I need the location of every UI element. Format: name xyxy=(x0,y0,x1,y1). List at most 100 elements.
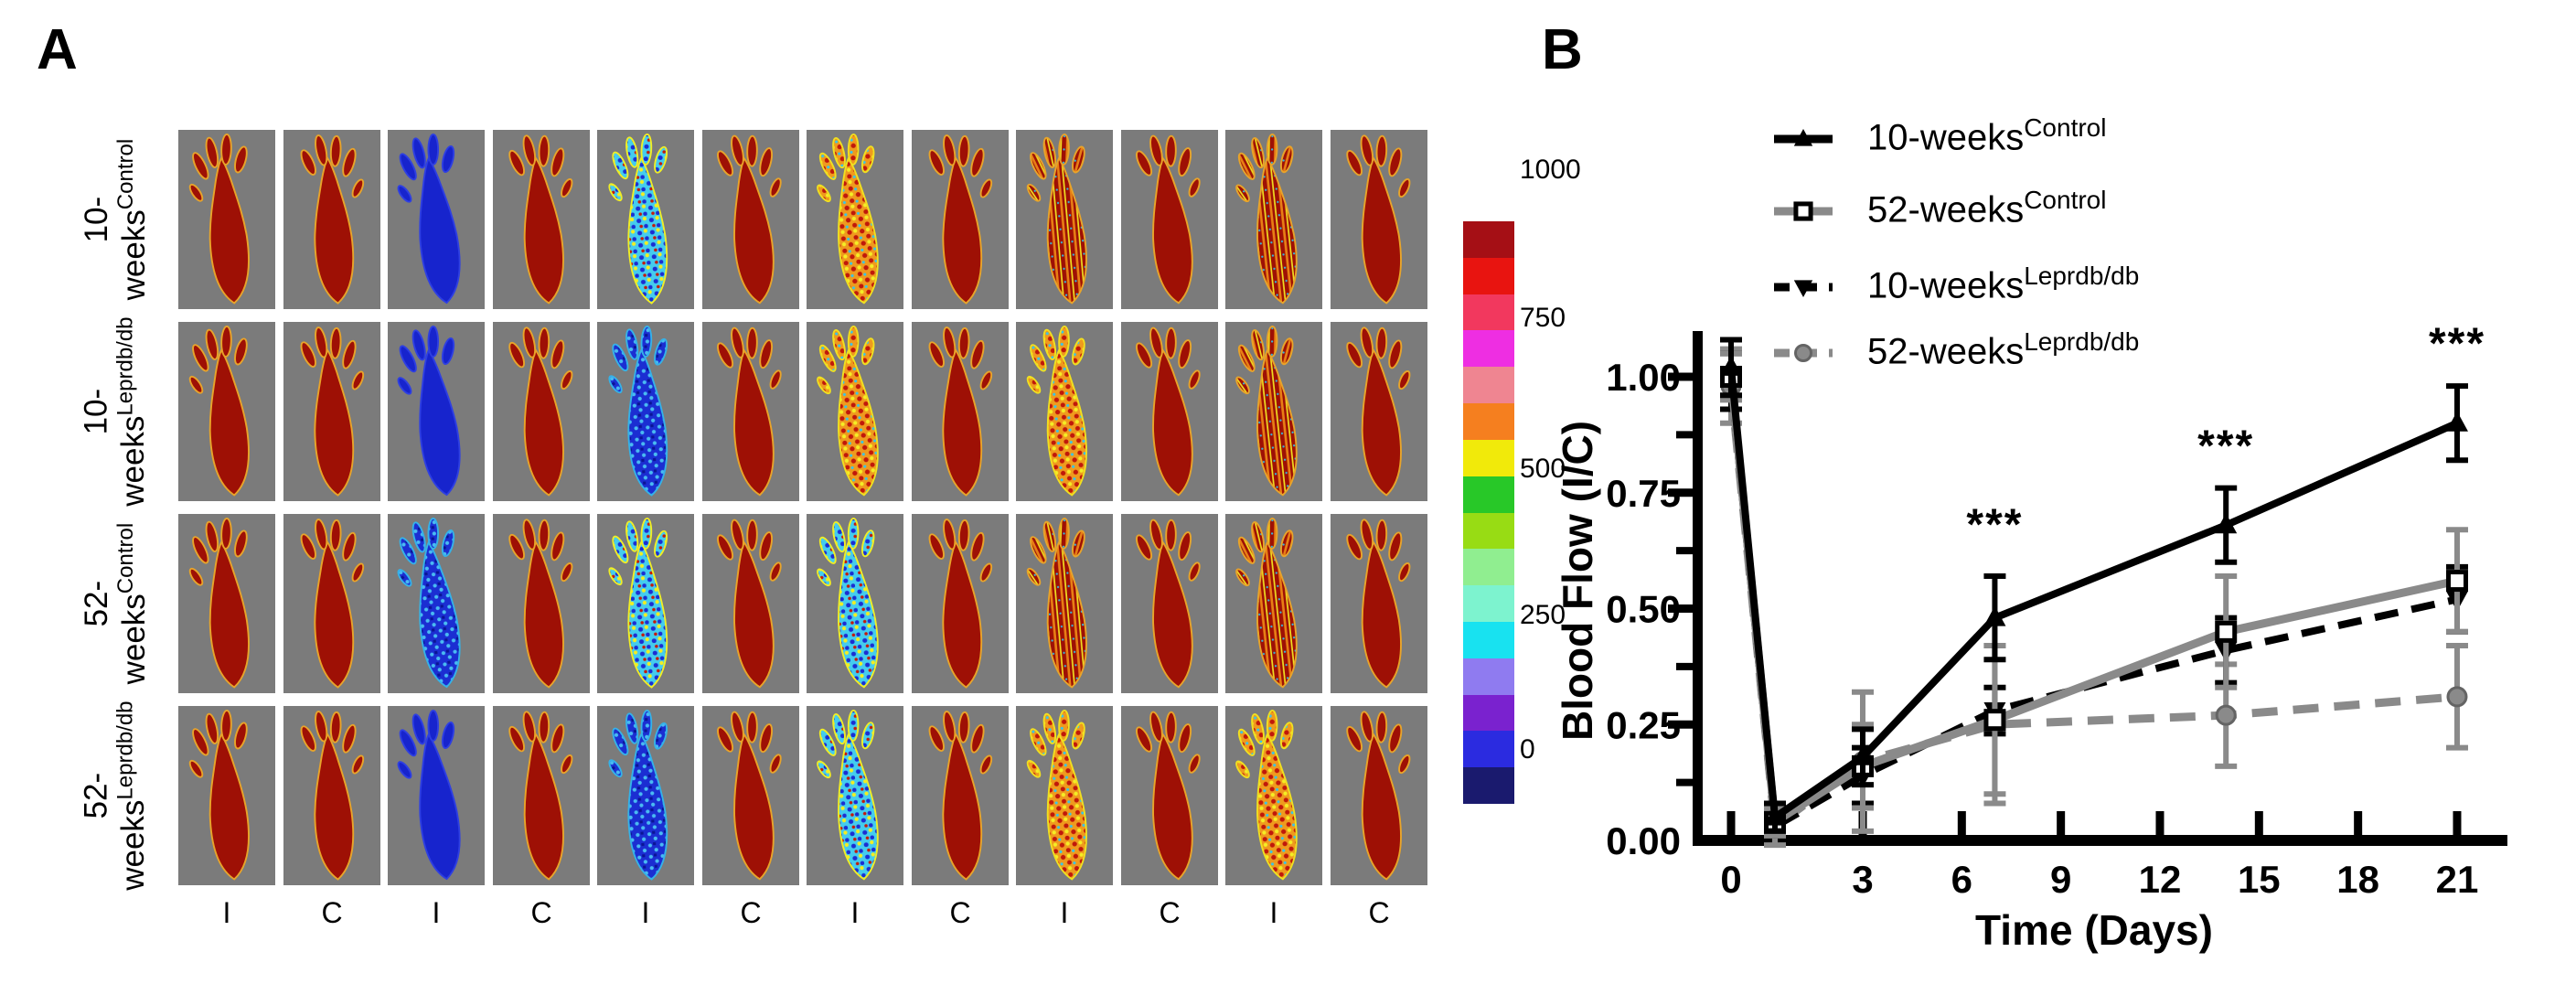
perfusion-image-r3c3 xyxy=(388,514,485,693)
column-label-10: C xyxy=(1159,896,1181,929)
x-tick-label: 15 xyxy=(2238,858,2281,901)
y-tick-label: 0.50 xyxy=(1606,588,1681,631)
row-label-52-weeks-control: 52- weeksControl xyxy=(78,522,152,685)
perfusion-image-r4c10 xyxy=(1121,706,1218,885)
column-label-11: I xyxy=(1269,896,1278,929)
colorbar-segment xyxy=(1463,439,1514,476)
y-minor-tick xyxy=(1676,662,1693,670)
perfusion-image-r3c12 xyxy=(1331,514,1427,693)
colorbar-segment xyxy=(1463,731,1514,768)
perfusion-image-r2c9 xyxy=(1016,322,1113,501)
row-label-10-weeks-leprdbdb: 10- weeksLeprdb/db xyxy=(78,316,152,507)
blood-flow-chart: 1.00 0.75 0.50 0.25 0.00 0 3 6 9 12 15 18 21 *** *** **… xyxy=(1606,128,2507,901)
significance-marker: *** xyxy=(1966,500,2023,549)
x-axis-title: Time (Days) xyxy=(1975,906,2213,954)
colorbar-tick-label: 750 xyxy=(1520,303,1566,333)
perfusion-image-r2c1 xyxy=(178,322,275,501)
perfusion-image-r4c8 xyxy=(912,706,1009,885)
colorbar-segment xyxy=(1463,658,1514,695)
x-axis-line xyxy=(1693,835,2507,846)
marker-triangle-up xyxy=(1793,128,1813,146)
legend-item-4: 52-weeksLeprdb/db xyxy=(1867,327,2140,372)
perfusion-image-r1c6 xyxy=(702,130,799,309)
colorbar-tick-label: 1000 xyxy=(1520,155,1581,185)
colorbar-segment xyxy=(1463,767,1514,804)
colorbar-segment xyxy=(1463,585,1514,622)
perfusion-image-r3c8 xyxy=(912,514,1009,693)
colorbar-segment xyxy=(1463,694,1514,732)
panel-b-label: B xyxy=(1542,18,1583,81)
colorbar-tick-label: 500 xyxy=(1520,454,1566,484)
x-tick-label: 12 xyxy=(2139,858,2182,901)
x-major-tick xyxy=(2254,811,2263,835)
legend-item-2: 52-weeksControl xyxy=(1867,186,2107,230)
y-minor-tick xyxy=(1676,431,1693,439)
perfusion-image-r1c8 xyxy=(912,130,1009,309)
perfusion-image-r3c6 xyxy=(702,514,799,693)
column-label-6: C xyxy=(740,896,762,929)
perfusion-image-r2c5 xyxy=(597,322,694,501)
perfusion-image-r4c9 xyxy=(1016,706,1113,885)
perfusion-image-r2c4 xyxy=(493,322,590,501)
x-tick-label: 0 xyxy=(1720,858,1741,901)
y-tick-label: 0.25 xyxy=(1606,703,1681,746)
perfusion-image-r3c1 xyxy=(178,514,275,693)
perfusion-image-r2c8 xyxy=(912,322,1009,501)
colorbar-segment xyxy=(1463,257,1514,294)
y-major-tick xyxy=(1668,604,1693,613)
colorbar-segment xyxy=(1463,476,1514,513)
perfusion-image-r2c7 xyxy=(807,322,903,501)
perfusion-image-r3c7 xyxy=(807,514,903,693)
series-line-52-weeksControl xyxy=(1726,376,2458,829)
y-tick-label: 0.00 xyxy=(1606,819,1681,862)
perfusion-image-r4c3 xyxy=(388,706,485,885)
marker-square-open xyxy=(1793,201,1813,221)
perfusion-image-r1c5 xyxy=(597,130,694,309)
marker-triangle-up xyxy=(1852,744,1874,765)
y-tick-label: 0.75 xyxy=(1606,472,1681,515)
significance-marker: *** xyxy=(2429,320,2485,369)
row-label-52-weeks-leprdbdb: 52- weeksLeprdb/db xyxy=(78,701,152,891)
colorbar-segment xyxy=(1463,330,1514,368)
perfusion-image-r4c11 xyxy=(1225,706,1322,885)
column-label-4: C xyxy=(530,896,552,929)
x-tick-label: 6 xyxy=(1951,858,1972,901)
column-label-3: I xyxy=(432,896,441,929)
marker-circle xyxy=(2215,704,2237,726)
x-tick-label: 21 xyxy=(2436,858,2479,901)
marker-triangle-up xyxy=(2215,513,2238,534)
x-tick-label: 18 xyxy=(2336,858,2379,901)
colorbar xyxy=(1463,221,1514,804)
panel-a-label: A xyxy=(37,18,78,81)
column-label-8: C xyxy=(949,896,971,929)
series-line-10-weeksControl xyxy=(1727,367,2459,824)
colorbar-segment xyxy=(1463,549,1514,586)
y-major-tick xyxy=(1668,720,1693,729)
x-major-tick xyxy=(1957,811,1966,835)
perfusion-image-r4c5 xyxy=(597,706,694,885)
perfusion-image-r4c12 xyxy=(1331,706,1427,885)
marker-triangle-up xyxy=(1764,805,1786,826)
column-label-2: C xyxy=(321,896,343,929)
perfusion-image-r4c7 xyxy=(807,706,903,885)
perfusion-image-r1c4 xyxy=(493,130,590,309)
perfusion-image-r2c11 xyxy=(1225,322,1322,501)
marker-square-open xyxy=(1983,709,2006,732)
perfusion-image-r4c6 xyxy=(702,706,799,885)
perfusion-image-r3c2 xyxy=(283,514,380,693)
marker-triangle-up xyxy=(2445,411,2468,432)
marker-circle xyxy=(2446,686,2468,708)
perfusion-image-r4c2 xyxy=(283,706,380,885)
perfusion-image-r4c1 xyxy=(178,706,275,885)
perfusion-image-r1c1 xyxy=(178,130,275,309)
y-minor-tick xyxy=(1676,778,1693,786)
x-major-tick xyxy=(2354,811,2363,835)
perfusion-image-r1c11 xyxy=(1225,130,1322,309)
perfusion-image-r1c9 xyxy=(1016,130,1113,309)
x-major-tick xyxy=(2155,811,2164,835)
y-axis-title: Blood Flow (I/C) xyxy=(1554,420,1601,742)
perfusion-image-r3c11 xyxy=(1225,514,1322,693)
perfusion-image-r3c9 xyxy=(1016,514,1113,693)
column-label-12: C xyxy=(1368,896,1390,929)
